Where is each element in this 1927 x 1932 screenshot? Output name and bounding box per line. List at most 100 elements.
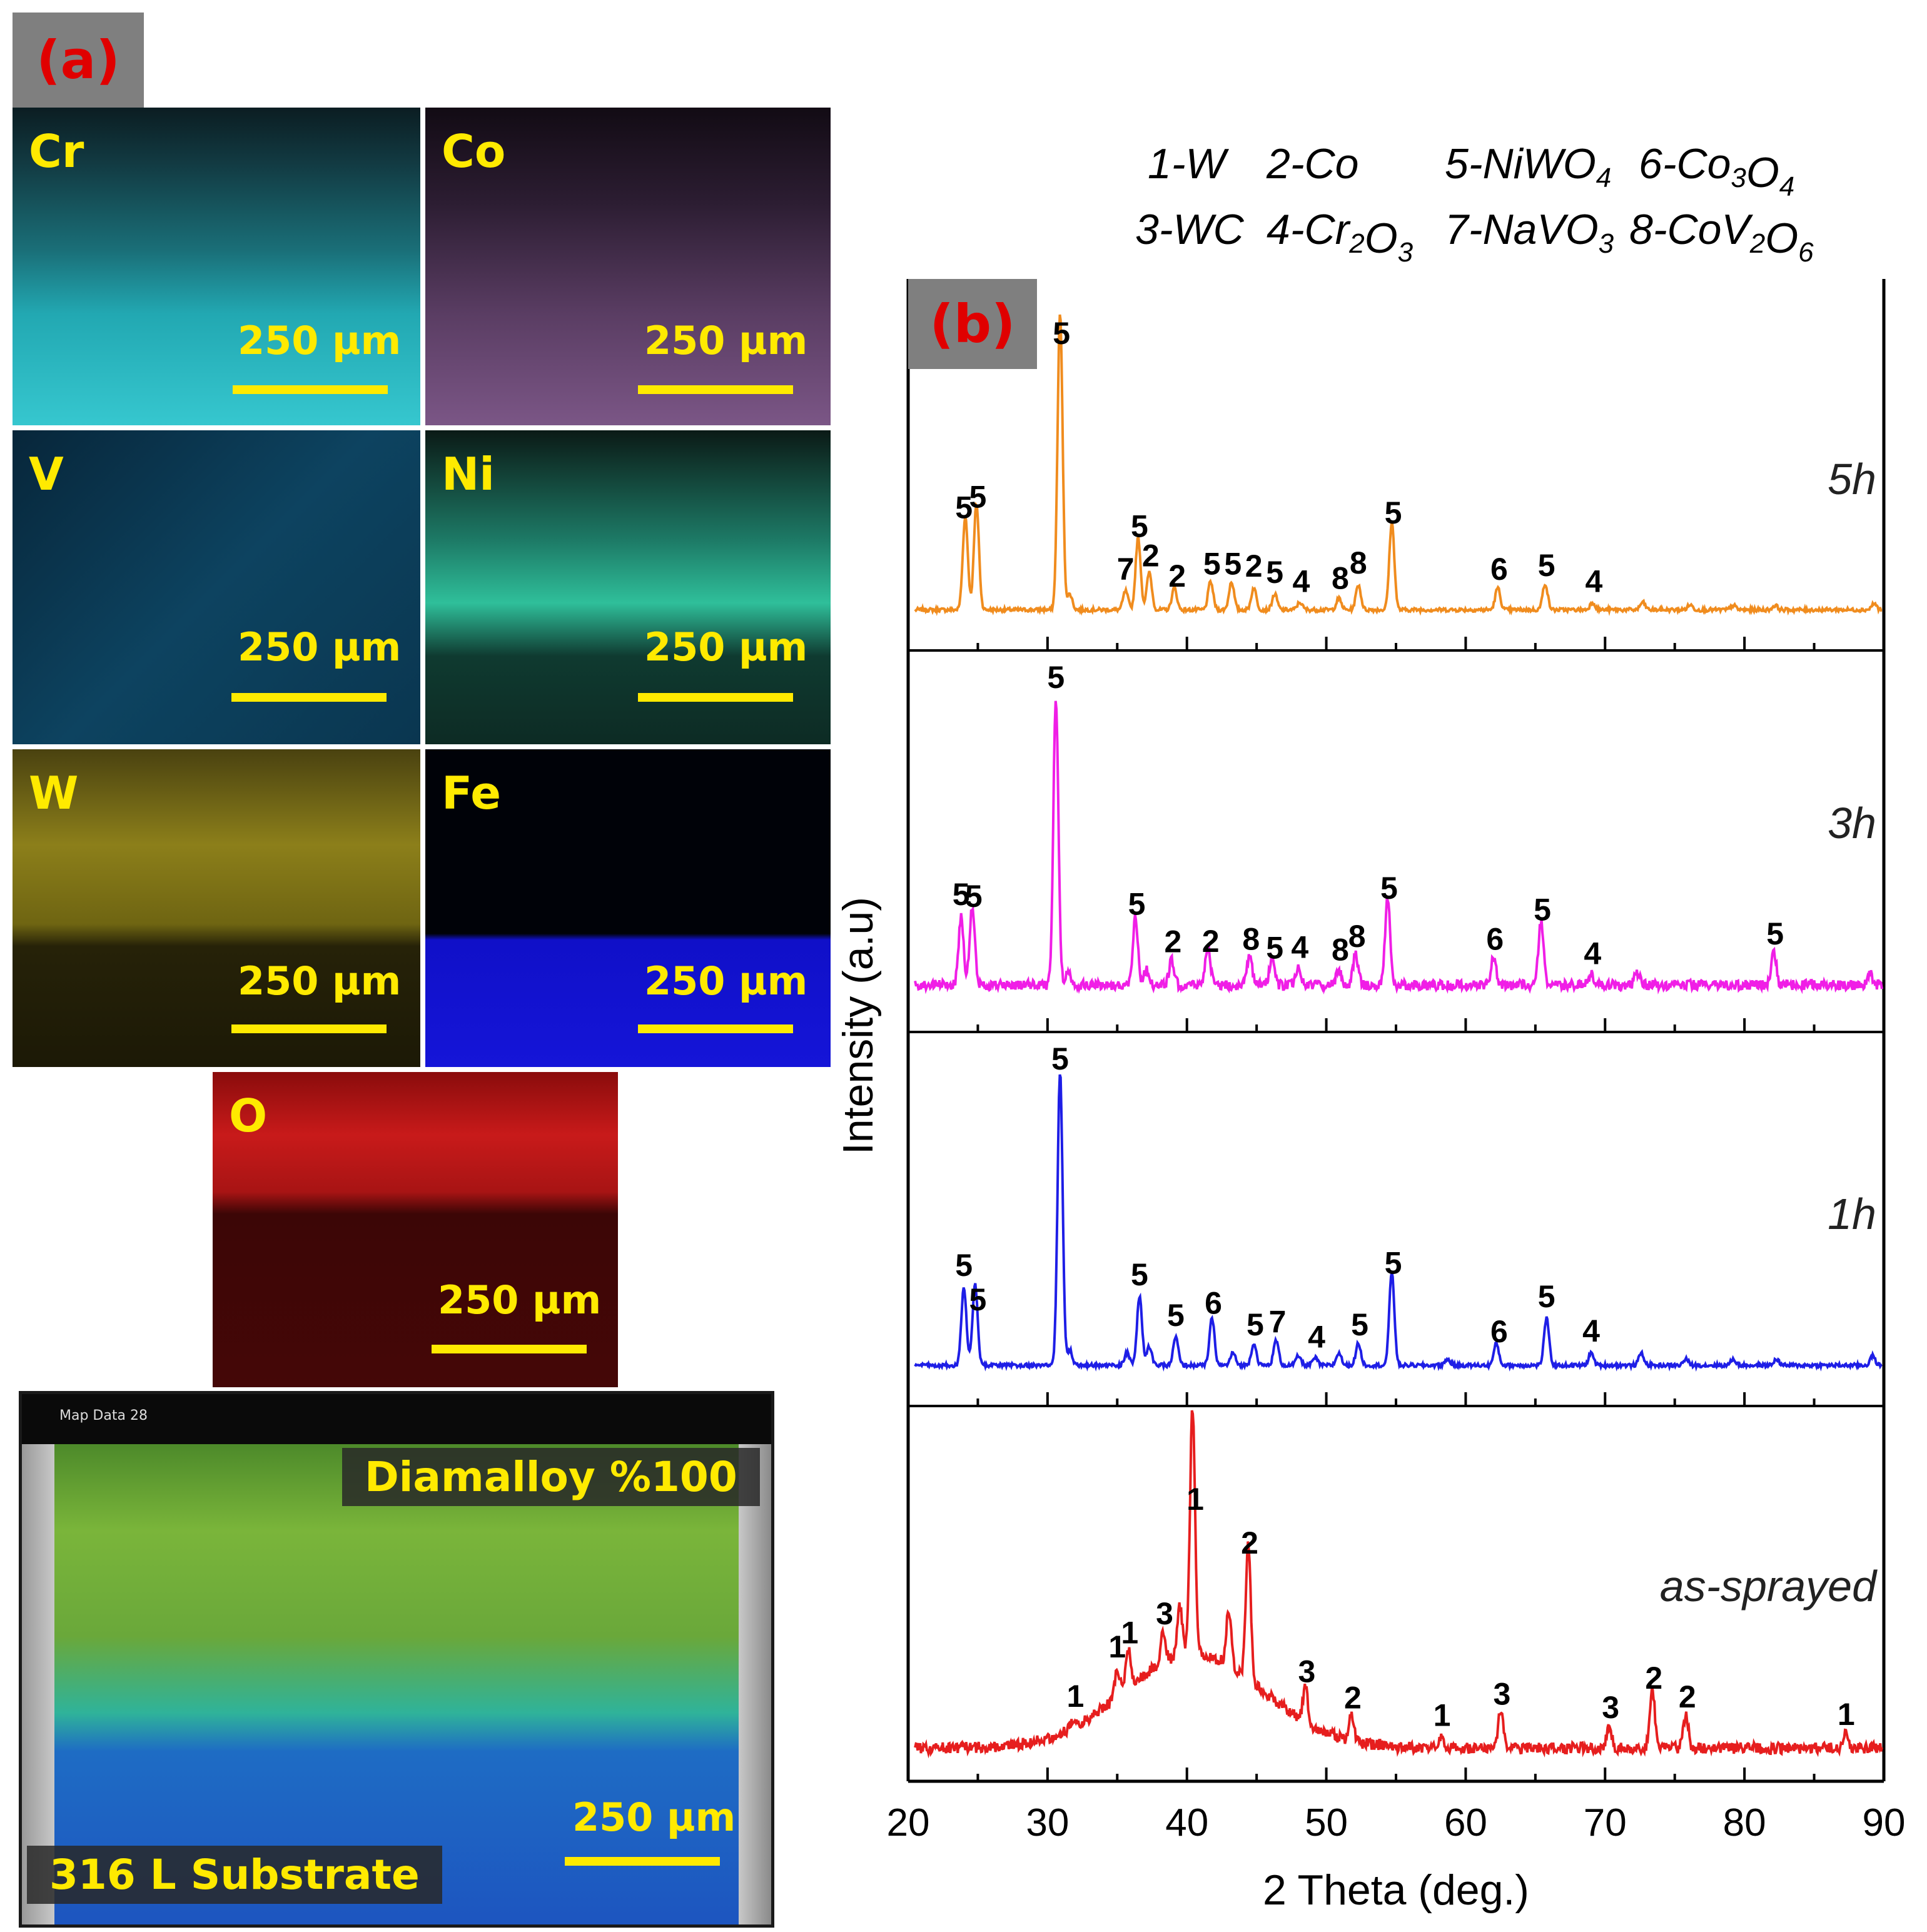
peak-label: 5 <box>969 479 987 514</box>
peak-label: 3 <box>1298 1654 1315 1689</box>
scale-bar <box>231 693 387 702</box>
scale-bar <box>432 1345 587 1353</box>
peak-label: 8 <box>1332 561 1349 596</box>
axis-layer: 20 30 40 50 60 70 80 90 2 Theta (deg.) Intensity … <box>834 897 1905 1914</box>
peak-label: 5 <box>1051 1041 1069 1076</box>
series-name: 1h <box>1828 1190 1876 1238</box>
peak-label: 8 <box>1242 921 1260 956</box>
peak-label: 2 <box>1142 539 1160 574</box>
peak-label: 7 <box>1117 552 1135 587</box>
legend-entry: 6-Co3O4 <box>1639 140 1794 202</box>
peak-label: 6 <box>1490 1314 1508 1349</box>
peak-label: 5 <box>1538 1279 1555 1314</box>
map-label: Co <box>442 125 506 178</box>
peak-label: 2 <box>1241 1525 1258 1560</box>
peak-label: 8 <box>1350 545 1367 580</box>
scale-bar <box>638 385 793 394</box>
peak-label: 2 <box>1165 924 1182 959</box>
scale-text: 250 µm <box>572 1794 736 1840</box>
peak-label: 5 <box>1385 495 1402 530</box>
peak-label: 5 <box>1131 508 1148 544</box>
peak-label: 5 <box>1380 871 1398 906</box>
peak-label: 5 <box>1053 316 1070 351</box>
legend-entry: 2-Co <box>1266 140 1358 188</box>
peak-label: 5 <box>1766 916 1784 951</box>
peak-label: 1 <box>1838 1697 1855 1732</box>
series-line-as-sprayed <box>914 1410 1883 1759</box>
map-label: W <box>29 767 79 819</box>
x-tick-label: 40 <box>1165 1801 1208 1844</box>
peak-label: 5 <box>1128 887 1146 922</box>
peak-label: 5 <box>1131 1257 1148 1292</box>
eds-map-v: V 250 µm <box>13 430 420 744</box>
peak-label: 2 <box>1679 1679 1696 1714</box>
peak-label: 4 <box>1582 1313 1600 1348</box>
legend-entry: 3-WC <box>1135 206 1245 253</box>
y-axis-title: Intensity (a.u) <box>834 897 882 1155</box>
x-axis-title: 2 Theta (deg.) <box>1263 1866 1529 1914</box>
peak-label: 1 <box>1434 1698 1451 1733</box>
scale-bar <box>231 1024 387 1033</box>
peak-label: 1 <box>1067 1679 1085 1714</box>
peak-label: 2 <box>1202 924 1220 959</box>
scale-text: 250 µm <box>644 624 808 670</box>
legend-entry: 1-W <box>1148 140 1229 188</box>
peak-label: 5 <box>1266 555 1283 590</box>
peak-label: 4 <box>1308 1320 1325 1355</box>
legend-entry: 4-Cr2O3 <box>1267 206 1414 268</box>
peak-label: 4 <box>1584 936 1601 971</box>
x-tick-label: 20 <box>887 1801 930 1844</box>
peak-label: 2 <box>1245 549 1263 584</box>
peak-label: 5 <box>1538 548 1555 583</box>
eds-map-w: W 250 µm <box>13 749 420 1067</box>
phase-legend: 1-W 2-Co 5-NiWO4 6-Co3O4 3-WC 4-Cr2O3 7-NaVO3 8… <box>1135 140 1814 268</box>
series-line-5h <box>914 314 1883 617</box>
peak-label: 1 <box>1186 1482 1204 1517</box>
peak-label: 7 <box>1269 1305 1287 1340</box>
peak-label: 4 <box>1293 564 1310 599</box>
panel-a-label: (a) <box>13 13 144 108</box>
scale-text: 250 µm <box>238 624 402 670</box>
series-name: as-sprayed <box>1660 1562 1878 1611</box>
peak-label: 1 <box>1121 1615 1138 1650</box>
peak-label: 3 <box>1602 1690 1619 1725</box>
peak-label: 2 <box>1344 1681 1362 1716</box>
scale-bar <box>638 1024 793 1033</box>
peak-label: 5 <box>969 1282 987 1317</box>
legend-entry: 8-CoV2O6 <box>1629 206 1814 268</box>
peak-label: 5 <box>1534 892 1551 927</box>
x-tick-label: 90 <box>1863 1801 1906 1844</box>
eds-map-fe: Fe 250 µm <box>425 749 831 1067</box>
peak-label: 8 <box>1332 933 1349 968</box>
x-tick-label: 30 <box>1026 1801 1069 1844</box>
series-line-3h <box>914 700 1883 995</box>
eds-map-ni: Ni 250 µm <box>425 430 831 744</box>
peak-label: 6 <box>1205 1286 1222 1321</box>
peak-label: 5 <box>1266 931 1283 966</box>
map-label: Cr <box>29 125 84 178</box>
peak-label: 4 <box>1586 564 1603 599</box>
series-name: 3h <box>1828 799 1876 847</box>
peak-label: 4 <box>1291 929 1308 964</box>
map-label: Fe <box>442 767 502 819</box>
series-name: 5h <box>1828 455 1876 503</box>
peak-label: 2 <box>1168 559 1186 594</box>
scale-bar <box>233 385 388 394</box>
peak-label: 5 <box>1224 546 1242 581</box>
composite-image <box>22 1444 771 1924</box>
peak-label: 5 <box>955 490 973 525</box>
scale-text: 250 µm <box>644 318 808 363</box>
eds-map-co: Co 250 µm <box>425 108 831 425</box>
map-label: Ni <box>442 448 495 500</box>
peak-label: 5 <box>965 879 983 914</box>
peak-label: 5 <box>1203 546 1221 581</box>
scale-text: 250 µm <box>644 958 808 1004</box>
x-tick-label: 60 <box>1444 1801 1487 1844</box>
peak-label: 8 <box>1348 919 1366 954</box>
chart-frames <box>906 279 1886 1783</box>
x-tick-label: 50 <box>1305 1801 1348 1844</box>
scale-bar <box>565 1857 720 1866</box>
peak-label: 5 <box>1167 1298 1185 1333</box>
legend-entry: 5-NiWO4 <box>1445 140 1611 193</box>
